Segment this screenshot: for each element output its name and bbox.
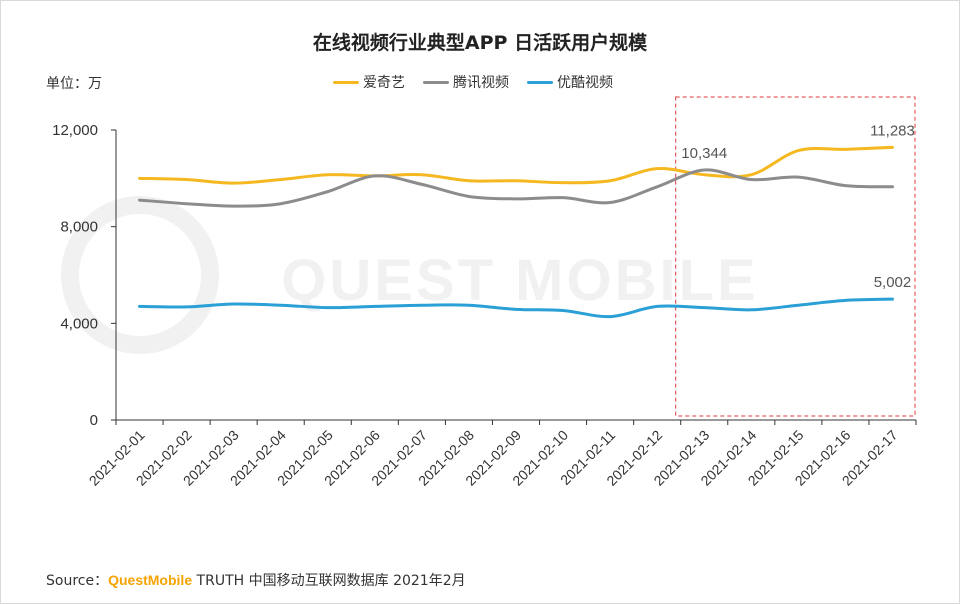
series-point-iqiyi bbox=[279, 178, 282, 181]
legend-label-iqiyi: 爱奇艺 bbox=[363, 75, 405, 91]
y-tick-label: 8,000 bbox=[60, 219, 98, 236]
series-point-youku bbox=[326, 306, 329, 309]
series-point-youku bbox=[844, 299, 847, 302]
series-point-youku bbox=[185, 305, 188, 309]
watermark-logo bbox=[61, 196, 219, 354]
y-tick-label: 4,000 bbox=[60, 315, 98, 332]
series-point-iqiyi bbox=[655, 167, 659, 170]
series-point-iqiyi bbox=[467, 179, 471, 182]
source-prefix: Source： bbox=[46, 573, 109, 589]
series-point-youku bbox=[608, 315, 612, 318]
series-point-youku bbox=[655, 305, 659, 308]
series-point-tencent bbox=[279, 202, 282, 205]
series-point-iqiyi bbox=[797, 149, 800, 152]
series-point-iqiyi bbox=[514, 179, 518, 182]
series-point-tencent bbox=[608, 201, 612, 204]
series-point-tencent bbox=[420, 183, 424, 186]
series-point-iqiyi bbox=[891, 146, 894, 149]
series-point-youku bbox=[420, 304, 424, 307]
series-point-iqiyi bbox=[138, 177, 141, 180]
legend-swatch-iqiyi bbox=[333, 80, 359, 84]
series-line-tencent bbox=[138, 168, 894, 208]
data-label: 5,002 bbox=[874, 274, 912, 291]
series-point-iqiyi bbox=[185, 178, 188, 181]
series-point-youku bbox=[279, 304, 282, 307]
y-tick-label: 0 bbox=[90, 412, 98, 429]
series-point-tencent bbox=[232, 204, 235, 208]
unit-label: 单位：万 bbox=[46, 76, 102, 92]
series-point-youku bbox=[797, 304, 800, 307]
series-point-iqiyi bbox=[326, 173, 329, 176]
series-point-youku bbox=[373, 305, 377, 308]
series-point-tencent bbox=[655, 185, 659, 188]
series-point-tencent bbox=[703, 168, 706, 172]
series-point-youku bbox=[138, 305, 141, 308]
series-point-tencent bbox=[185, 202, 188, 205]
series-point-youku bbox=[514, 308, 518, 311]
series-point-iqiyi bbox=[232, 181, 235, 185]
series-point-youku bbox=[891, 297, 894, 301]
source-brand: QuestMobile bbox=[108, 572, 193, 588]
series-point-tencent bbox=[844, 184, 847, 187]
series-point-youku bbox=[750, 308, 753, 311]
legend-label-youku: 优酷视频 bbox=[557, 75, 613, 91]
series-point-youku bbox=[703, 306, 706, 309]
series-point-iqiyi bbox=[750, 173, 753, 176]
legend-swatch-tencent bbox=[423, 80, 449, 84]
series-point-iqiyi bbox=[608, 179, 612, 182]
series-point-youku bbox=[561, 309, 565, 312]
series-point-tencent bbox=[797, 175, 800, 179]
data-label: 10,344 bbox=[681, 145, 727, 162]
legend: 爱奇艺 腾讯视频 优酷视频 bbox=[333, 72, 613, 92]
series-point-iqiyi bbox=[703, 173, 706, 176]
legend-item-youku: 优酷视频 bbox=[527, 72, 613, 92]
source-rest: TRUTH 中国移动互联网数据库 2021年2月 bbox=[192, 573, 466, 589]
legend-item-iqiyi: 爱奇艺 bbox=[333, 72, 405, 92]
series-point-iqiyi bbox=[420, 173, 424, 176]
series-point-tencent bbox=[750, 178, 753, 181]
chart-title: 在线视频行业典型APP 日活跃用户规模 bbox=[312, 32, 648, 54]
legend-item-tencent: 腾讯视频 bbox=[423, 72, 509, 92]
series-point-tencent bbox=[326, 190, 329, 193]
watermark-text: QUEST MOBILE bbox=[281, 248, 758, 313]
legend-swatch-youku bbox=[527, 80, 553, 84]
series-point-iqiyi bbox=[844, 148, 847, 151]
series-point-youku bbox=[467, 304, 471, 307]
highlight-box bbox=[675, 96, 916, 417]
series-point-tencent bbox=[514, 197, 518, 201]
series-point-tencent bbox=[373, 174, 377, 178]
series-point-tencent bbox=[138, 198, 141, 202]
series-point-tencent bbox=[467, 195, 471, 198]
legend-label-tencent: 腾讯视频 bbox=[453, 75, 509, 91]
series-point-tencent bbox=[561, 196, 565, 199]
series-point-youku bbox=[232, 302, 235, 306]
series-point-tencent bbox=[891, 185, 894, 188]
series-point-iqiyi bbox=[561, 181, 565, 184]
data-label: 11,283 bbox=[870, 122, 915, 139]
source-footer: Source：QuestMobile TRUTH 中国移动互联网数据库 2021… bbox=[46, 570, 466, 590]
y-tick-label: 12,000 bbox=[52, 122, 98, 139]
